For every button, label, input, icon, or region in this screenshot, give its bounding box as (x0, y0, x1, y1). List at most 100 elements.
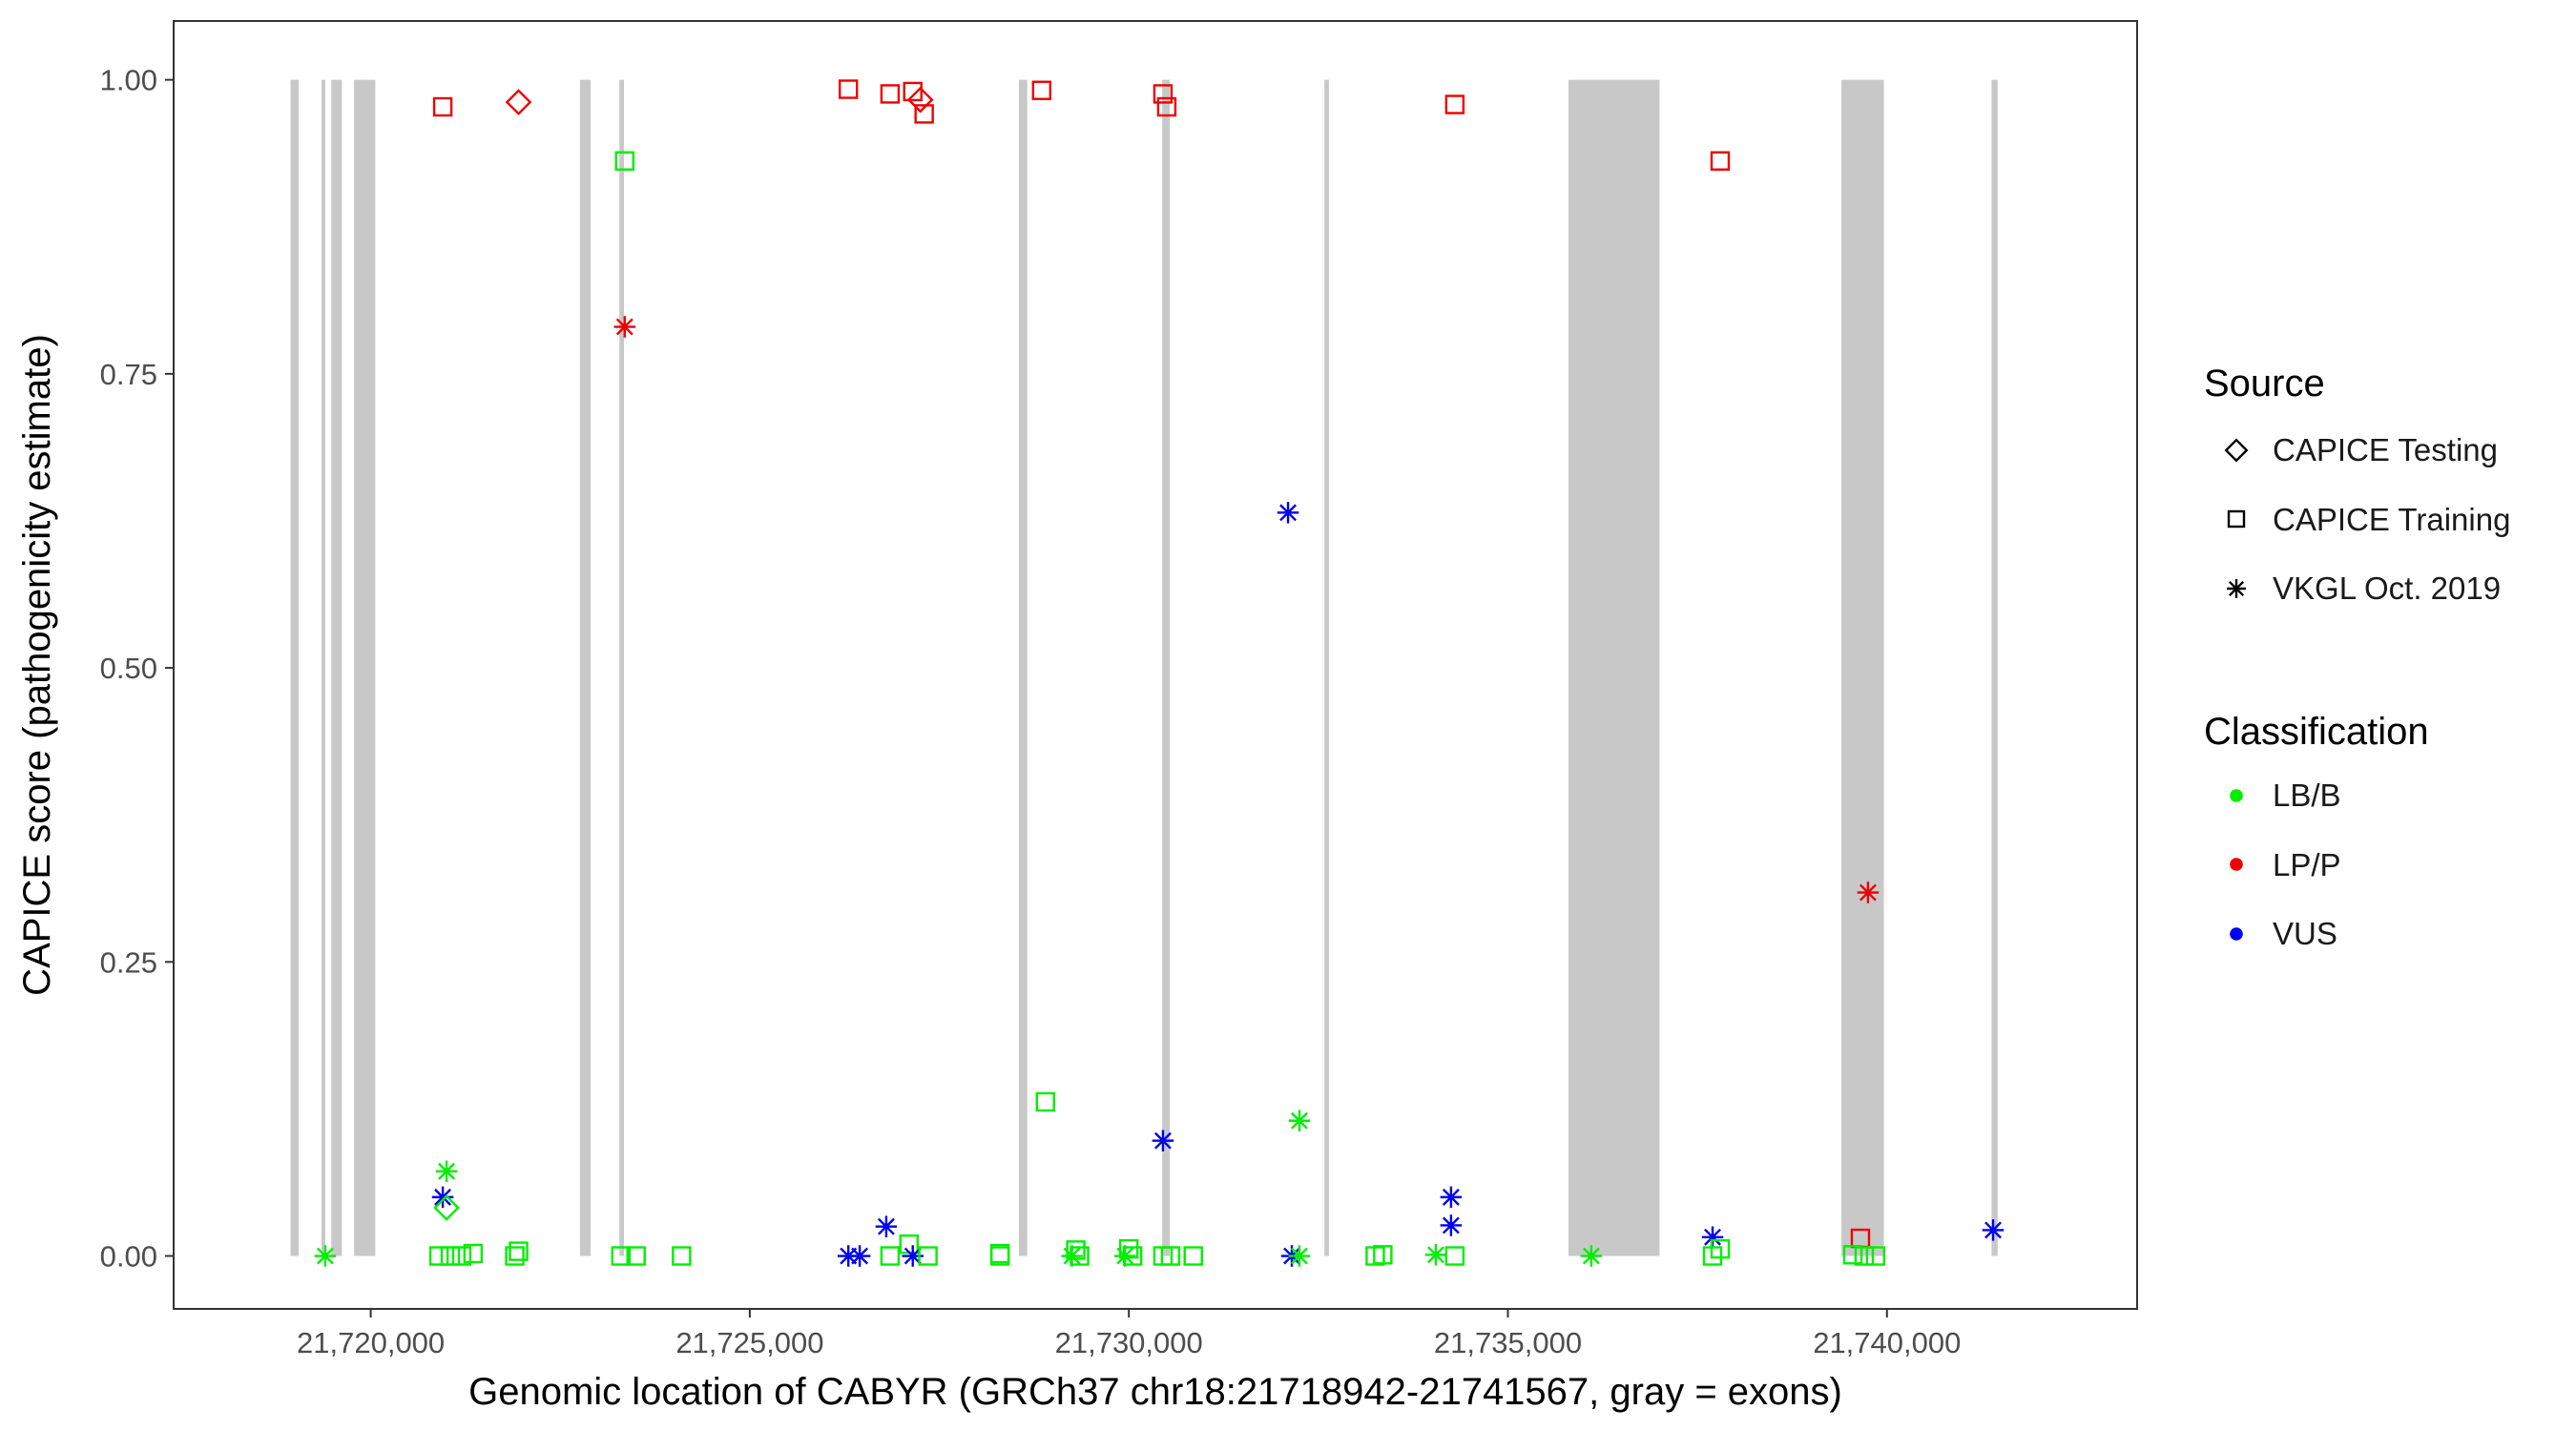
data-point (918, 1246, 938, 1266)
x-tick-label: 21,725,000 (675, 1326, 823, 1359)
data-point (1288, 1110, 1311, 1131)
data-point (432, 96, 453, 117)
legend-key-diamond (2224, 438, 2249, 463)
data-point (611, 1246, 632, 1266)
exon-band (1991, 79, 1998, 1256)
data-point (989, 1243, 1010, 1264)
data-point (880, 1246, 901, 1266)
data-point (1277, 502, 1299, 524)
data-point (1842, 1245, 1863, 1265)
data-point (505, 1246, 525, 1266)
legend-key-asterisk (2227, 579, 2246, 598)
y-tick-label: 0.50 (100, 652, 157, 685)
data-point (1854, 1246, 1875, 1266)
data-point (1373, 1245, 1393, 1265)
data-point (431, 1186, 454, 1209)
x-tick-label: 21,735,000 (1434, 1326, 1582, 1359)
data-point (1160, 1246, 1181, 1266)
legend-item-vkgl: VKGL Oct. 2019 (2273, 570, 2501, 606)
data-point (672, 1246, 692, 1266)
data-point (902, 1245, 924, 1267)
legend-key-square (2227, 509, 2246, 529)
exon-band (619, 79, 624, 1256)
exon-band (1162, 79, 1171, 1256)
data-point (440, 1246, 461, 1266)
exon-band (579, 79, 592, 1256)
legend-item-capice-training: CAPICE Training (2273, 502, 2510, 537)
points-layer (314, 79, 2005, 1267)
exon-band (331, 79, 343, 1256)
data-point (1857, 881, 1880, 903)
data-point (1982, 1219, 2005, 1241)
data-point (880, 84, 901, 104)
data-point (1070, 1246, 1090, 1266)
legend-item-vus: VUS (2273, 916, 2337, 951)
exon-band (1018, 79, 1028, 1256)
data-point (1865, 1246, 1886, 1266)
data-point (838, 79, 859, 99)
y-axis-title: CAPICE score (pathogenicity estimate) (16, 334, 58, 996)
data-point (906, 86, 934, 114)
data-point (1153, 84, 1174, 104)
data-point (1440, 1186, 1463, 1209)
exon-band (1568, 79, 1660, 1256)
x-tick-label: 21,730,000 (1055, 1326, 1203, 1359)
exon-band (354, 79, 376, 1256)
data-point (428, 1246, 449, 1266)
data-point (1444, 94, 1465, 114)
legend-classification-title: Classification (2204, 711, 2429, 753)
data-point (1152, 1130, 1174, 1151)
data-point (914, 104, 934, 124)
y-tick-label: 0.25 (100, 945, 157, 979)
y-tick-label: 0.00 (100, 1240, 157, 1274)
data-point (1035, 1091, 1055, 1112)
axes-layer: 21,720,000 21,725,000 21,730,000 21,735,000… (100, 64, 1962, 1359)
data-point (1702, 1246, 1723, 1266)
data-point (1424, 1244, 1447, 1266)
data-point (435, 1160, 458, 1182)
x-tick-label: 21,740,000 (1813, 1326, 1961, 1359)
data-point (1122, 1246, 1143, 1266)
data-point (903, 81, 923, 102)
data-point (848, 1245, 871, 1267)
data-point (433, 1194, 460, 1221)
legend-key-color (2230, 858, 2243, 871)
exons-layer (290, 79, 1998, 1256)
data-point (1710, 151, 1731, 171)
data-point (1701, 1226, 1724, 1249)
legend-key-color (2230, 789, 2243, 802)
data-point (1183, 1246, 1203, 1266)
legend-source-title: Source (2204, 363, 2325, 404)
data-point (837, 1245, 860, 1267)
exon-band (321, 79, 325, 1256)
data-point (613, 316, 636, 338)
data-point (1440, 1214, 1463, 1236)
data-point (1156, 96, 1177, 117)
data-point (451, 1246, 472, 1266)
data-point (463, 1243, 484, 1264)
legend-item-lpp: LP/P (2273, 847, 2341, 882)
legend-item-capice-testing: CAPICE Testing (2273, 432, 2498, 467)
data-point (875, 1215, 898, 1237)
data-point (314, 1245, 337, 1267)
legend-item-lbb: LB/B (2273, 778, 2341, 813)
data-point (505, 89, 532, 115)
exon-band (1324, 79, 1329, 1256)
data-point (614, 151, 634, 171)
data-point (1031, 80, 1052, 100)
exon-band (290, 79, 300, 1256)
x-tick-label: 21,720,000 (297, 1326, 445, 1359)
data-point (626, 1246, 646, 1266)
legend-key-color (2230, 927, 2243, 941)
plot-panel-border (173, 20, 2138, 1310)
y-tick-label: 0.75 (100, 358, 157, 391)
data-point (1444, 1246, 1465, 1266)
data-point (509, 1241, 529, 1261)
data-point (1580, 1245, 1603, 1267)
exon-band (1841, 79, 1884, 1256)
y-tick-label: 1.00 (100, 64, 157, 97)
data-point (1288, 1245, 1311, 1267)
legend: Source Classification CAPICE Testing CAP… (2204, 363, 2510, 951)
